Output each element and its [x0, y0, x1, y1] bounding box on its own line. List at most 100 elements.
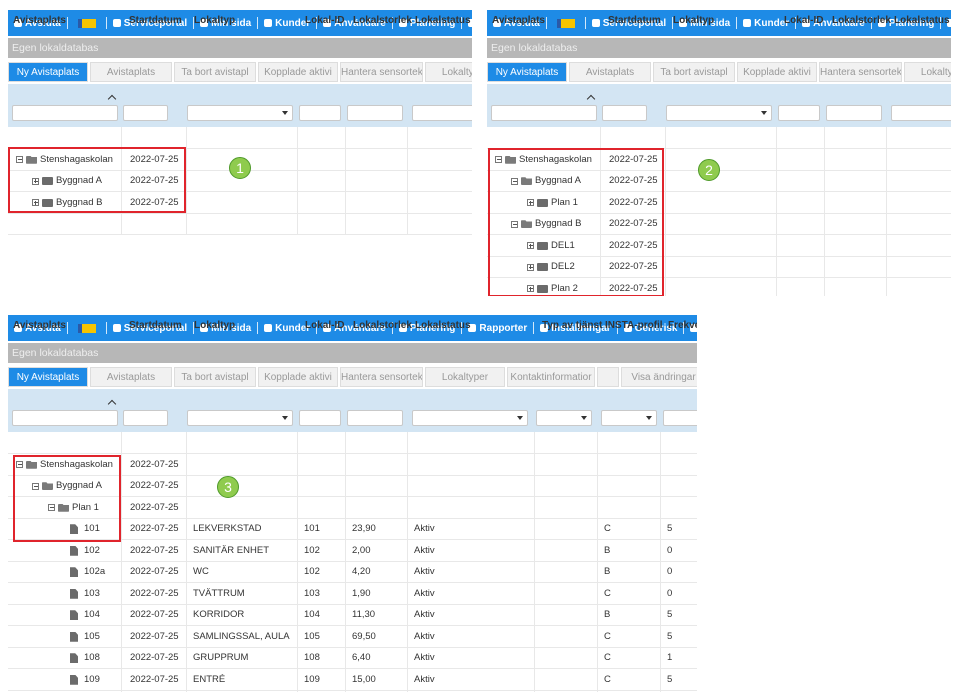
table-row[interactable]: [487, 171, 951, 192]
column-header[interactable]: Typ av tjänst: [542, 320, 603, 331]
column-header[interactable]: INSTA-profil: [605, 320, 663, 331]
table-row[interactable]: [8, 605, 697, 626]
nav-item[interactable]: Min sida: [194, 322, 259, 334]
table-row[interactable]: [8, 497, 697, 519]
nav-item[interactable]: Planering: [872, 17, 942, 29]
tab[interactable]: Ny Avistaplats: [487, 62, 567, 82]
tree-toggle[interactable]: [32, 177, 39, 185]
tab[interactable]: Lokaltyper: [425, 367, 505, 387]
filter-select[interactable]: [187, 410, 293, 426]
tab[interactable]: Kontaktinformatior: [507, 367, 595, 387]
nav-item[interactable]: Rapporter: [462, 322, 535, 334]
tree-toggle[interactable]: [527, 199, 534, 207]
nav-item[interactable]: Avsluta: [8, 322, 68, 334]
nav-item[interactable]: Generisk: [618, 322, 685, 334]
column-header[interactable]: Lokal-ID: [784, 15, 824, 26]
nav-item[interactable]: Serviceportal: [586, 17, 674, 29]
nav-item[interactable]: Användare: [317, 322, 393, 334]
filter-input[interactable]: [347, 410, 403, 426]
tree-toggle[interactable]: [511, 177, 518, 185]
table-row[interactable]: [8, 476, 697, 497]
column-header[interactable]: Lokal-ID: [305, 15, 345, 26]
column-header[interactable]: Lokaltyp: [194, 320, 236, 331]
tree-toggle[interactable]: [527, 285, 534, 293]
column-header[interactable]: Lokal-ID: [305, 320, 345, 331]
column-header[interactable]: Startdatum: [129, 320, 182, 331]
filter-select[interactable]: [666, 105, 772, 121]
tree-toggle[interactable]: [16, 156, 23, 164]
column-header[interactable]: Startdatum: [129, 15, 182, 26]
tab[interactable]: Avistaplats: [90, 367, 172, 387]
tree-toggle[interactable]: [511, 220, 518, 228]
filter-input[interactable]: [12, 105, 118, 121]
column-header[interactable]: Avistaplats: [13, 15, 66, 26]
filter-select[interactable]: [536, 410, 592, 426]
column-header[interactable]: Lokaltyp: [194, 15, 236, 26]
column-header[interactable]: Lokaltyp: [673, 15, 715, 26]
nav-item[interactable]: Serviceportal: [107, 17, 195, 29]
tab[interactable]: Hantera sensortekr: [340, 62, 423, 82]
column-header[interactable]: Frekvens: [668, 320, 697, 331]
filter-input[interactable]: [602, 105, 647, 121]
filter-select[interactable]: [187, 105, 293, 121]
table-row[interactable]: [487, 235, 951, 257]
column-header[interactable]: Avistaplats: [13, 320, 66, 331]
table-row[interactable]: [487, 214, 951, 235]
nav-item[interactable]: Planering: [393, 17, 463, 29]
tree-toggle[interactable]: [48, 504, 55, 512]
filter-select[interactable]: [891, 105, 951, 121]
tab[interactable]: Hantera sensortekr: [819, 62, 902, 82]
table-row[interactable]: [8, 454, 697, 476]
table-row[interactable]: [8, 519, 697, 540]
table-row[interactable]: [8, 626, 697, 648]
nav-item[interactable]: Kunder: [258, 322, 318, 334]
tab[interactable]: Visa ändringar: [621, 367, 697, 387]
nav-item[interactable]: Kunder: [737, 17, 797, 29]
filter-input[interactable]: [347, 105, 403, 121]
nav-item[interactable]: Rapporter: [941, 17, 951, 29]
tab-icon[interactable]: [597, 367, 619, 387]
tree-toggle[interactable]: [32, 199, 39, 207]
nav-item[interactable]: Hjälp/Support: [684, 322, 697, 334]
nav-item[interactable]: Min sida: [194, 17, 259, 29]
tab[interactable]: Kopplade aktivi: [258, 367, 338, 387]
column-header[interactable]: Lokalstorlek: [832, 15, 891, 26]
nav-item[interactable]: Avsluta: [8, 17, 68, 29]
column-header[interactable]: Avistaplats: [492, 15, 545, 26]
table-row[interactable]: [8, 540, 697, 562]
column-header[interactable]: Lokalstorlek: [353, 320, 412, 331]
tab[interactable]: Hantera sensortekr: [340, 367, 423, 387]
column-header[interactable]: Lokalstatus: [894, 15, 950, 26]
nav-item[interactable]: Avsluta: [487, 17, 547, 29]
tree-toggle[interactable]: [16, 461, 23, 469]
tab[interactable]: Avistaplats: [569, 62, 651, 82]
tab[interactable]: Ta bort avistapl: [653, 62, 735, 82]
column-header[interactable]: Startdatum: [608, 15, 661, 26]
filter-input[interactable]: [826, 105, 882, 121]
column-header[interactable]: Lokalstorlek: [353, 15, 412, 26]
table-row[interactable]: [8, 583, 697, 605]
tree-toggle[interactable]: [495, 156, 502, 164]
filter-select[interactable]: [412, 410, 528, 426]
tab[interactable]: Avistaplats: [90, 62, 172, 82]
table-row[interactable]: [487, 192, 951, 214]
tab[interactable]: Ta bort avistapl: [174, 367, 256, 387]
nav-item[interactable]: Användare: [317, 17, 393, 29]
filter-input[interactable]: [299, 105, 341, 121]
tree-toggle[interactable]: [32, 482, 39, 490]
back-flag[interactable]: [68, 322, 107, 334]
filter-input[interactable]: [12, 410, 118, 426]
table-row[interactable]: [8, 192, 472, 214]
tab[interactable]: Lokaltyper: [904, 62, 951, 82]
table-row[interactable]: [8, 171, 472, 192]
tab[interactable]: Ny Avistaplats: [8, 367, 88, 387]
back-flag[interactable]: [68, 17, 107, 29]
filter-input[interactable]: [778, 105, 820, 121]
tab[interactable]: Ta bort avistapl: [174, 62, 256, 82]
column-header[interactable]: Lokalstatus: [415, 15, 471, 26]
tab[interactable]: Kopplade aktivi: [737, 62, 817, 82]
filter-select[interactable]: [601, 410, 657, 426]
nav-item[interactable]: Rapporter: [462, 17, 472, 29]
tab[interactable]: Ny Avistaplats: [8, 62, 88, 82]
filter-input[interactable]: [663, 410, 697, 426]
